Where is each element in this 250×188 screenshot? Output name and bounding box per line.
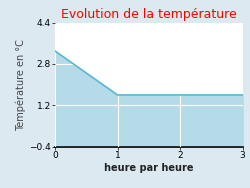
Y-axis label: Température en °C: Température en °C: [16, 39, 26, 130]
Title: Evolution de la température: Evolution de la température: [61, 8, 236, 21]
X-axis label: heure par heure: heure par heure: [104, 163, 194, 173]
